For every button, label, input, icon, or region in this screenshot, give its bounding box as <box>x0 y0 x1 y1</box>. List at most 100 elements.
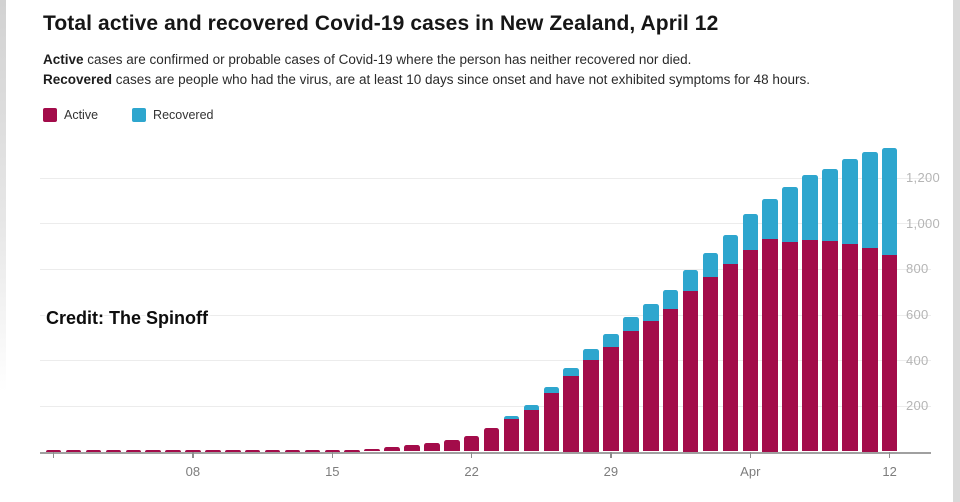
bar-segment-recovered <box>722 234 739 264</box>
y-axis-label: 200 <box>906 398 929 414</box>
page-title: Total active and recovered Covid-19 case… <box>43 12 719 35</box>
gridline <box>40 268 931 270</box>
bar-segment-recovered <box>583 348 599 360</box>
chart-legend: Active Recovered <box>43 108 214 122</box>
y-axis-label: 600 <box>906 307 929 322</box>
bar-apr-6 <box>762 199 778 452</box>
bar-mar-30 <box>623 317 639 452</box>
bar-mar-22 <box>463 436 480 452</box>
bar-mar-29 <box>603 334 619 452</box>
bar-segment-active <box>782 241 798 452</box>
bar-segment-active <box>85 449 102 452</box>
gridline <box>40 314 931 316</box>
bar-segment-recovered <box>503 416 520 419</box>
bar-segment-active <box>682 290 699 452</box>
subtitle-active-term: Active <box>43 52 84 67</box>
bar-mar-24 <box>503 416 520 452</box>
bar-segment-active <box>165 449 181 452</box>
bar-mar-15 <box>324 449 340 452</box>
bar-segment-recovered <box>742 214 758 250</box>
bar-segment-active <box>45 449 62 452</box>
bar-segment-active <box>503 418 520 452</box>
gridline <box>40 405 931 407</box>
bar-segment-recovered <box>802 175 818 240</box>
bar-segment-active <box>842 243 858 452</box>
bar-mar-26 <box>543 386 559 452</box>
bar-segment-active <box>822 240 838 452</box>
x-axis-tick <box>610 452 612 458</box>
bar-segment-active <box>762 239 778 452</box>
bar-segment-active <box>364 448 380 452</box>
bar-segment-recovered <box>662 289 679 309</box>
bar-apr-11 <box>862 152 878 452</box>
bar-mar-18 <box>384 446 400 452</box>
bar-segment-active <box>384 446 400 452</box>
bar-mar-8 <box>185 449 201 452</box>
bar-segment-active <box>543 393 559 452</box>
bar-mar-21 <box>444 439 460 452</box>
legend-label-active: Active <box>64 108 99 122</box>
bar-segment-recovered <box>563 367 579 376</box>
bar-mar-4 <box>105 449 122 452</box>
bar-segment-recovered <box>523 404 540 410</box>
bar-mar-28 <box>583 348 599 452</box>
bar-apr-10 <box>842 158 858 452</box>
bar-segment-active <box>702 276 719 452</box>
legend-swatch-active-icon <box>43 108 57 122</box>
x-axis-label: 12 <box>882 464 897 479</box>
bar-segment-active <box>304 449 321 452</box>
bar-segment-active <box>483 428 500 452</box>
y-axis-label: 1,200 <box>906 170 941 185</box>
gridline <box>40 360 931 362</box>
x-axis-label: 15 <box>325 464 340 479</box>
bar-segment-recovered <box>782 186 798 242</box>
bar-segment-recovered <box>702 253 719 277</box>
x-axis-tick <box>470 452 473 458</box>
bar-mar-13 <box>284 449 301 452</box>
bar-segment-recovered <box>862 152 878 249</box>
x-axis-line <box>40 452 931 454</box>
legend-item-recovered: Recovered <box>132 108 214 122</box>
bar-mar-5 <box>125 449 141 452</box>
x-axis-tick <box>331 452 333 458</box>
bar-apr-1 <box>662 289 679 452</box>
bar-segment-recovered <box>822 168 838 241</box>
bar-segment-active <box>523 409 540 452</box>
x-axis-tick <box>52 452 55 458</box>
x-axis-label: Apr <box>740 464 761 479</box>
bar-segment-active <box>862 248 878 452</box>
bar-mar-2 <box>65 449 82 452</box>
bar-segment-active <box>125 449 141 452</box>
bar-segment-active <box>742 249 758 452</box>
bar-segment-active <box>404 445 420 452</box>
bar-segment-active <box>324 449 340 452</box>
bar-segment-active <box>244 449 261 452</box>
bar-mar-20 <box>424 442 440 452</box>
subtitle-line-1: Active cases are confirmed or probable c… <box>43 52 691 67</box>
bar-segment-active <box>65 449 82 452</box>
bar-segment-active <box>344 449 360 452</box>
bar-segment-active <box>225 449 241 452</box>
bar-apr-9 <box>822 168 838 452</box>
bar-segment-active <box>185 449 201 452</box>
bar-mar-9 <box>205 449 221 452</box>
bar-segment-active <box>145 449 161 452</box>
legend-item-active: Active <box>43 108 98 122</box>
credit-overlay: Credit: The Spinoff <box>46 308 208 328</box>
bar-mar-6 <box>145 449 161 452</box>
x-axis-tick <box>888 452 891 458</box>
y-axis-label: 400 <box>906 352 929 368</box>
bar-mar-16 <box>344 449 360 452</box>
bar-segment-active <box>643 320 659 452</box>
bar-segment-recovered <box>603 334 619 347</box>
subtitle-active-text: cases are confirmed or probable cases of… <box>83 52 692 67</box>
bar-segment-recovered <box>623 317 639 332</box>
x-axis-tick <box>749 452 751 458</box>
bar-segment-recovered <box>543 386 559 394</box>
bar-segment-active <box>802 239 818 452</box>
bar-segment-active <box>264 449 281 452</box>
legend-label-recovered: Recovered <box>153 108 214 122</box>
bar-apr-2 <box>682 269 699 452</box>
